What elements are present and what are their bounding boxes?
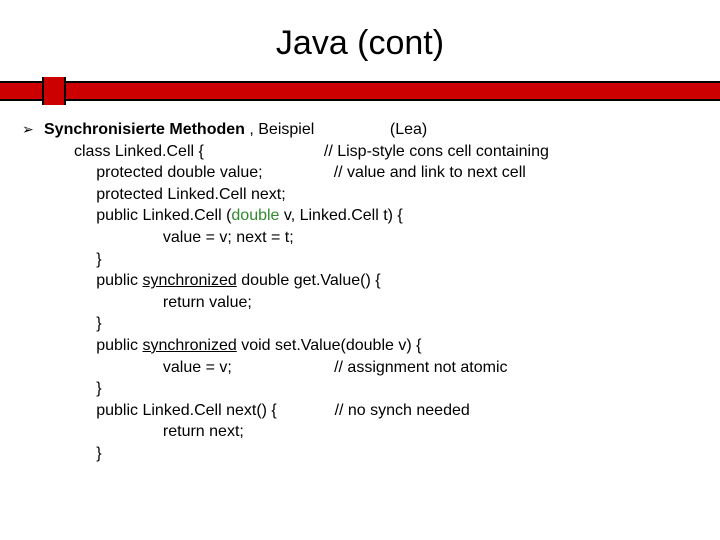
code-comment: // value and link to next cell <box>334 164 526 181</box>
code-line: protected double value; <box>74 164 263 181</box>
code-line: public Linked.Cell ( <box>74 207 231 224</box>
code-line: } <box>74 445 102 462</box>
code-line: double get.Value() { <box>237 272 381 289</box>
code-keyword: double <box>231 207 279 224</box>
content-area: ➢ Synchronisierte Methoden , Beispiel (L… <box>0 101 720 475</box>
code-comment: // no synch needed <box>335 402 470 419</box>
code-line: } <box>74 251 102 268</box>
code-line: void set.Value(double v) { <box>237 337 422 354</box>
code-line: return value; <box>74 294 252 311</box>
code-line: value = v; <box>74 359 232 376</box>
heading-rest: , Beispiel <box>245 121 314 138</box>
heading-ref: (Lea) <box>390 121 427 138</box>
bullet-icon: ➢ <box>22 120 44 139</box>
code-line: value = v; next = t; <box>74 229 294 246</box>
bullet-line: ➢ Synchronisierte Methoden , Beispiel (L… <box>22 119 710 141</box>
code-underline: synchronized <box>142 337 236 354</box>
code-line: protected Linked.Cell next; <box>74 186 286 203</box>
code-block: class Linked.Cell { // Lisp-style cons c… <box>22 141 710 465</box>
code-comment: // Lisp-style cons cell containing <box>324 143 549 160</box>
heading-text: Synchronisierte Methoden , Beispiel (Lea… <box>44 119 427 141</box>
code-underline: synchronized <box>142 272 236 289</box>
code-line: return next; <box>74 423 244 440</box>
divider-bar <box>0 81 720 101</box>
code-comment: // assignment not atomic <box>334 359 507 376</box>
code-line: } <box>74 380 102 397</box>
slide-title: Java (cont) <box>0 0 720 81</box>
code-line: v, Linked.Cell t) { <box>279 207 402 224</box>
code-line: public <box>74 337 142 354</box>
code-line: class Linked.Cell { <box>74 143 204 160</box>
code-line: } <box>74 315 102 332</box>
heading-bold: Synchronisierte Methoden <box>44 121 245 138</box>
code-line: public <box>74 272 142 289</box>
code-line: public Linked.Cell next() { <box>74 402 277 419</box>
